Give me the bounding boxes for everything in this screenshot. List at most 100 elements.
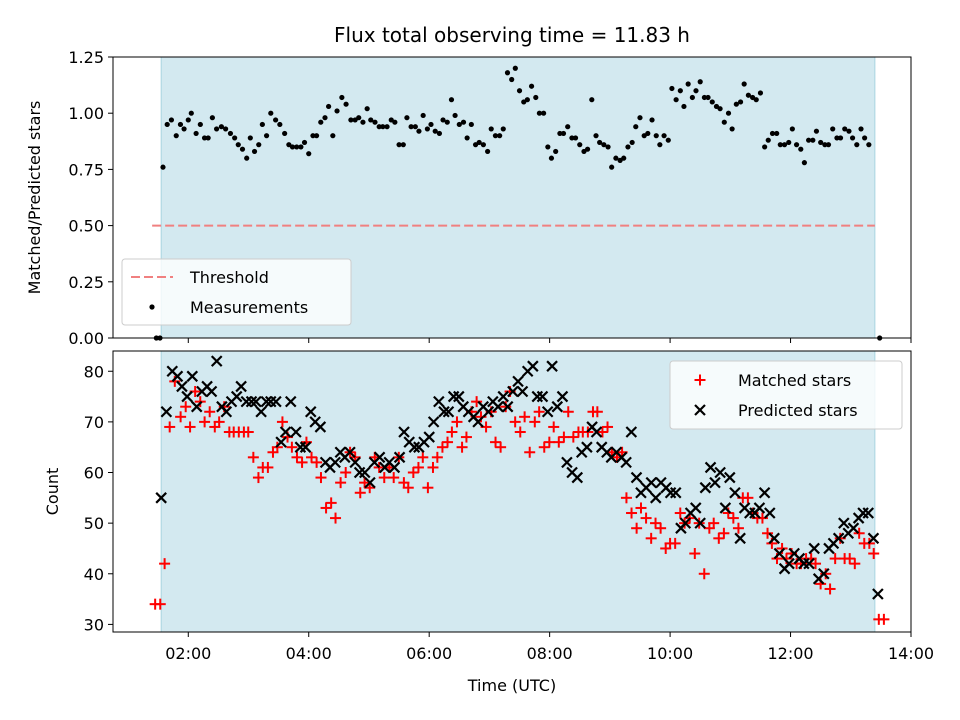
predicted-point xyxy=(210,355,223,367)
measurement-point xyxy=(725,110,732,116)
predicted-point xyxy=(512,375,524,388)
measurement-point xyxy=(745,92,751,98)
measurement-point xyxy=(741,81,747,87)
predicted-point xyxy=(571,471,584,484)
marker-stroke xyxy=(210,355,223,367)
marker-stroke xyxy=(373,451,386,464)
measurement-point xyxy=(584,146,591,152)
matched-point xyxy=(674,507,686,519)
measurements-series xyxy=(153,65,883,341)
predicted-point xyxy=(734,532,746,545)
matched-point xyxy=(548,421,560,433)
chart-title: Flux total observing time = 11.83 h xyxy=(334,23,690,47)
predicted-point xyxy=(872,588,884,600)
measurement-point xyxy=(545,144,551,150)
measurement-point xyxy=(806,137,812,143)
measurement-point xyxy=(693,88,699,94)
predicted-point xyxy=(314,421,327,433)
measurement-point xyxy=(536,110,543,116)
measurement-point xyxy=(339,94,345,101)
measurement-point xyxy=(609,164,615,170)
predicted-point xyxy=(590,426,603,438)
measurement-point xyxy=(813,128,820,134)
predicted-point xyxy=(694,517,706,529)
measurement-point xyxy=(485,148,491,155)
predicted-point xyxy=(536,390,549,403)
predicted-point xyxy=(699,481,712,494)
measurement-point xyxy=(665,137,671,143)
marker-stroke xyxy=(649,492,662,504)
marker-stroke xyxy=(457,400,470,413)
marker-stroke xyxy=(304,405,317,418)
matched-point xyxy=(602,421,614,433)
measurement-point xyxy=(488,126,494,132)
measurement-point xyxy=(854,142,860,148)
legend-matched-swatch xyxy=(694,374,706,386)
marker-stroke xyxy=(245,395,258,408)
matched-point xyxy=(276,416,288,428)
measurement-point xyxy=(164,121,170,128)
matched-point xyxy=(596,426,608,438)
legend-measurements-swatch xyxy=(149,304,155,310)
measurement-point xyxy=(205,135,211,141)
measurement-point xyxy=(273,117,279,123)
measurement-point xyxy=(185,117,191,123)
matched-point xyxy=(849,558,861,570)
marker-stroke xyxy=(566,466,578,479)
bottom-panel: 30 40 50 60 70 80 02:00 04:00 06:00 08:00 10:00 12… xyxy=(43,350,934,695)
measurement-point xyxy=(408,124,414,130)
marker-stroke xyxy=(284,395,297,408)
marker-stroke xyxy=(364,476,376,489)
measurement-point xyxy=(277,121,283,128)
matched-point xyxy=(868,548,880,560)
marker-stroke xyxy=(512,375,524,388)
predicted-point xyxy=(768,532,780,545)
predicted-point xyxy=(284,395,297,408)
predicted-point xyxy=(181,390,193,403)
measurement-point xyxy=(480,142,486,148)
marker-stroke xyxy=(527,360,539,372)
measurement-point xyxy=(637,115,643,121)
marker-stroke xyxy=(344,446,356,459)
marker-stroke xyxy=(314,421,327,433)
marker-stroke xyxy=(487,395,499,408)
predicted-point xyxy=(527,360,539,372)
measurement-point xyxy=(633,124,639,130)
marker-stroke xyxy=(181,390,193,403)
x-tick-label: 14:00 xyxy=(888,644,934,663)
predicted-point xyxy=(862,507,875,519)
predicted-point xyxy=(501,400,514,413)
measurement-point xyxy=(428,121,434,128)
predicted-point xyxy=(482,405,495,418)
measurement-point xyxy=(282,130,288,137)
measurement-point xyxy=(822,142,828,148)
predicted-point xyxy=(344,446,356,459)
marker-stroke xyxy=(788,547,800,560)
marker-stroke xyxy=(176,380,188,393)
measurement-point xyxy=(209,115,215,121)
measurement-point xyxy=(289,144,296,150)
measurement-point xyxy=(649,117,655,123)
marker-stroke xyxy=(595,441,608,453)
measurement-point xyxy=(380,124,386,130)
y-tick-label: 50 xyxy=(84,514,104,533)
matched-point xyxy=(562,406,574,418)
measurement-point xyxy=(801,160,807,166)
marker-stroke xyxy=(714,466,726,479)
measurement-point xyxy=(737,99,744,105)
matched-point xyxy=(417,451,429,463)
matched-point xyxy=(442,436,454,448)
measurement-point xyxy=(837,135,844,141)
predicted-point xyxy=(561,456,573,469)
y-tick-label: 0.50 xyxy=(68,217,104,236)
matched-point xyxy=(762,527,774,539)
matched-point xyxy=(247,451,259,463)
bottom-y-axis: 30 40 50 60 70 80 xyxy=(84,362,113,634)
marker-stroke xyxy=(516,385,529,398)
matched-point xyxy=(732,522,744,534)
measurement-point xyxy=(343,101,349,107)
measurement-point xyxy=(825,142,832,148)
measurement-point xyxy=(681,103,687,110)
marker-stroke xyxy=(453,390,465,403)
